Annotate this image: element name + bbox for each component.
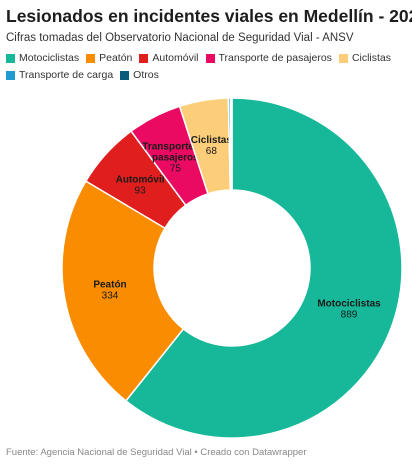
slice-label-name: Motociclistas bbox=[317, 298, 381, 309]
slice-label-name: Peatón bbox=[93, 280, 126, 291]
slice-label-value: 75 bbox=[170, 164, 182, 175]
legend-item-ciclistas: Ciclistas bbox=[338, 51, 392, 66]
legend-item-motociclistas: Motociclistas bbox=[6, 51, 79, 66]
legend-label: Motociclistas bbox=[19, 52, 80, 64]
legend-item-peaton: Peatón bbox=[86, 51, 132, 66]
slice-otros bbox=[229, 97, 233, 191]
legend-swatch bbox=[86, 54, 96, 63]
slice-label-name: Ciclistas bbox=[191, 135, 233, 146]
slice-label-value: 334 bbox=[102, 291, 119, 302]
slice-label-name: Transporte de bbox=[142, 142, 209, 153]
legend-swatch bbox=[120, 71, 130, 80]
legend-swatch bbox=[6, 54, 15, 63]
chart-legend: Motociclistas Peatón Automóvil Transporte d… bbox=[6, 51, 406, 85]
legend-item-transporte-de-carga: Transporte de carga bbox=[6, 68, 113, 83]
legend-label: Ciclistas bbox=[351, 52, 392, 64]
legend-swatch bbox=[6, 71, 15, 80]
legend-item-transporte-de-pasajeros: Transporte de pasajeros bbox=[205, 51, 332, 66]
legend-label: Peatón bbox=[99, 52, 133, 64]
slice-motociclistas bbox=[124, 97, 403, 439]
chart-subtitle: Cifras tomadas del Observatorio Nacional… bbox=[6, 32, 354, 44]
legend-item-otros: Otros bbox=[120, 68, 159, 83]
legend-label: Transporte de pasajeros bbox=[218, 52, 332, 64]
slice-label-value: 889 bbox=[341, 309, 358, 320]
slice-label-name: pasajeros bbox=[152, 153, 199, 164]
slice-label-value: 93 bbox=[135, 185, 147, 196]
legend-swatch bbox=[139, 54, 149, 63]
slice-label-value: 68 bbox=[206, 146, 218, 157]
legend-swatch bbox=[205, 54, 215, 63]
slice-peaton bbox=[61, 180, 185, 402]
legend-swatch bbox=[338, 54, 348, 63]
legend-label: Transporte de carga bbox=[19, 69, 114, 81]
slice-label-name: Automóvil bbox=[116, 174, 165, 185]
legend-item-automovil: Automóvil bbox=[139, 51, 199, 66]
legend-label: Automóvil bbox=[152, 52, 199, 64]
chart-footer: Fuente: Agencia Nacional de Seguridad Vi… bbox=[6, 447, 307, 458]
chart-title: Lesionados en incidentes viales en Medel… bbox=[6, 6, 412, 26]
legend-label: Otros bbox=[133, 69, 159, 81]
